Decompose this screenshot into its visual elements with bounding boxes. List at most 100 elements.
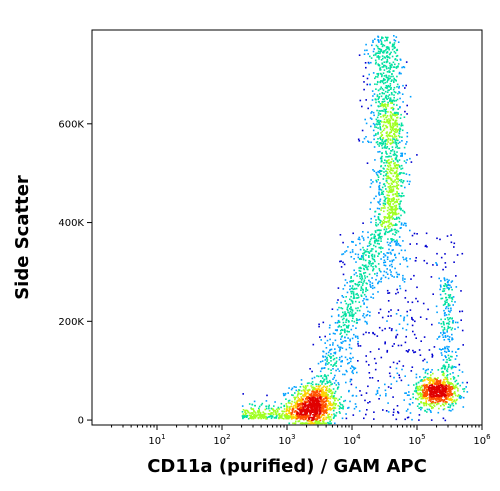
data-point (409, 243, 411, 245)
data-point (352, 293, 355, 295)
data-point (341, 335, 343, 337)
data-point (370, 234, 372, 236)
data-point (392, 396, 394, 398)
data-point (383, 61, 385, 63)
data-point (351, 320, 353, 322)
data-point (447, 354, 450, 357)
data-point (349, 380, 352, 383)
data-point (360, 256, 363, 258)
data-point (383, 171, 385, 173)
data-point (294, 410, 297, 412)
data-point (376, 73, 378, 75)
data-point (386, 60, 389, 62)
data-point (317, 422, 320, 424)
data-point (416, 286, 418, 289)
data-point (415, 376, 418, 379)
data-point (365, 321, 368, 323)
data-point (362, 282, 364, 285)
data-point (392, 233, 394, 235)
data-point (369, 260, 372, 263)
data-point (351, 365, 353, 367)
data-point (453, 366, 456, 368)
data-point (308, 418, 310, 420)
data-point (440, 286, 442, 288)
data-point (285, 409, 288, 412)
data-point (436, 382, 438, 384)
data-point (391, 259, 393, 262)
data-point (346, 308, 348, 311)
data-point (364, 399, 366, 402)
data-point (398, 192, 400, 195)
data-point (422, 368, 425, 370)
data-point (312, 408, 314, 411)
data-point (384, 254, 386, 257)
data-point (377, 255, 379, 257)
data-point (394, 58, 396, 61)
data-point (376, 121, 379, 123)
data-point (380, 258, 382, 260)
data-point (415, 397, 417, 400)
data-point (309, 398, 311, 400)
data-point (396, 66, 398, 68)
data-point (394, 213, 396, 216)
data-point (451, 355, 453, 358)
data-point (394, 185, 396, 188)
data-point (400, 223, 403, 226)
data-point (449, 304, 451, 307)
data-point (384, 96, 387, 99)
data-point (306, 407, 309, 409)
data-point (431, 406, 433, 408)
data-point (411, 318, 413, 320)
data-point (391, 265, 393, 268)
data-point (443, 328, 446, 331)
data-point (443, 278, 446, 280)
data-point (295, 412, 298, 415)
data-point (387, 97, 390, 99)
data-point (385, 74, 387, 77)
data-point (323, 414, 325, 416)
data-point (278, 417, 280, 420)
data-point (373, 254, 376, 257)
data-point (391, 345, 394, 347)
data-point (378, 142, 381, 144)
data-point (245, 412, 248, 415)
data-point (369, 311, 371, 313)
data-point (331, 404, 333, 407)
data-point (385, 108, 387, 110)
data-point (434, 388, 436, 390)
data-point (333, 392, 336, 395)
data-point (386, 39, 388, 42)
data-point (380, 142, 383, 145)
data-point (313, 395, 315, 397)
data-point (341, 307, 344, 310)
data-point (330, 383, 332, 386)
data-point (342, 314, 344, 317)
data-point (310, 407, 313, 409)
data-point (370, 248, 373, 250)
data-point (370, 118, 373, 120)
y-tick-label: 400K (58, 218, 84, 229)
data-point (333, 382, 336, 384)
data-point (390, 63, 393, 66)
data-point (357, 319, 359, 321)
data-point (387, 244, 390, 246)
data-point (376, 229, 379, 232)
data-point (375, 221, 377, 224)
data-point (298, 407, 301, 409)
data-point (317, 388, 320, 391)
data-point (396, 207, 399, 210)
data-point (448, 346, 450, 348)
data-point (442, 348, 444, 350)
data-point (457, 390, 459, 392)
data-point (441, 354, 443, 356)
data-point (389, 205, 392, 208)
data-point (392, 108, 394, 111)
data-point (384, 106, 387, 108)
data-point (396, 86, 398, 88)
data-point (392, 75, 394, 78)
data-point (383, 168, 385, 170)
data-point (448, 338, 450, 341)
data-point (312, 419, 314, 422)
data-point (415, 373, 418, 376)
data-point (330, 364, 332, 366)
